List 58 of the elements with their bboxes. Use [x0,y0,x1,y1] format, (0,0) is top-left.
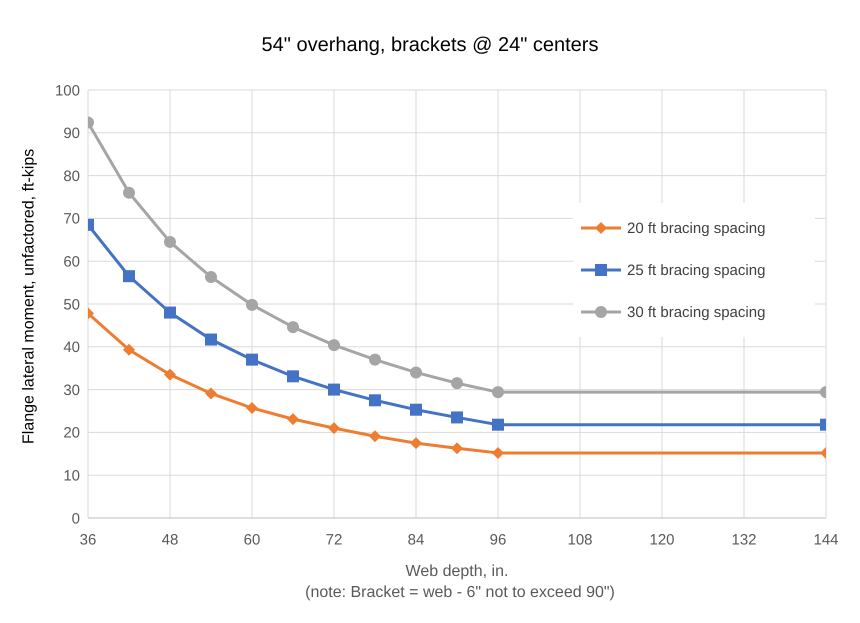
legend-label: 30 ft bracing spacing [627,304,766,320]
point [246,402,258,414]
point [164,236,176,248]
y-tick-label: 80 [63,168,80,185]
y-tick-label: 20 [63,424,80,442]
point [123,186,135,199]
point [369,354,381,366]
x-tick-label: 120 [649,532,675,549]
point [451,377,463,390]
x-tick-label: 144 [813,532,839,549]
legend-label: 20 ft bracing spacing [627,220,766,236]
chart-title: 54" overhang, brackets @ 24" centers [260,33,600,58]
y-axis-title: Flange lateral moment, unfactored, ft-kips [20,148,38,444]
point [287,413,299,426]
x-tick-label: 132 [731,532,757,549]
x-tick-label: 60 [244,532,260,549]
point [205,334,217,346]
y-tick-label: 90 [63,125,80,142]
x-tick-label: 96 [490,532,506,549]
point [164,368,176,381]
point [328,384,340,396]
point [246,354,258,366]
point [205,271,217,284]
y-tick-label: 60 [63,254,80,271]
x-axis-title: Web depth, in. [406,563,508,580]
point [164,306,176,319]
point [410,437,422,450]
point [369,394,381,406]
point [369,430,381,442]
point [451,411,463,424]
point [287,370,299,382]
y-tick-label: 50 [63,296,80,314]
x-tick-label: 36 [80,532,96,549]
y-tick-label: 10 [63,468,80,485]
point [287,321,299,334]
point [246,298,258,311]
point [451,442,463,454]
y-tick-label: 40 [63,339,80,356]
point [492,386,504,398]
x-tick-label: 48 [162,532,178,549]
point [492,446,504,459]
y-tick-label: 0 [72,510,80,528]
y-tick-label: 100 [54,82,80,100]
point [123,344,135,356]
point [410,404,422,416]
x-tick-label: 84 [408,532,424,549]
x-tick-label: 108 [567,532,593,549]
legend-label: 25 ft bracing spacing [627,262,766,278]
y-tick-label: 70 [63,210,80,228]
text: (note: Bracket = web - 6" not to exceed 90") [304,584,616,602]
point [328,422,340,434]
point [328,339,340,352]
point [123,270,135,282]
point [205,387,217,400]
point [492,418,504,431]
y-tick-label: 30 [63,382,80,399]
point [410,366,422,378]
x-tick-label: 72 [326,532,342,549]
